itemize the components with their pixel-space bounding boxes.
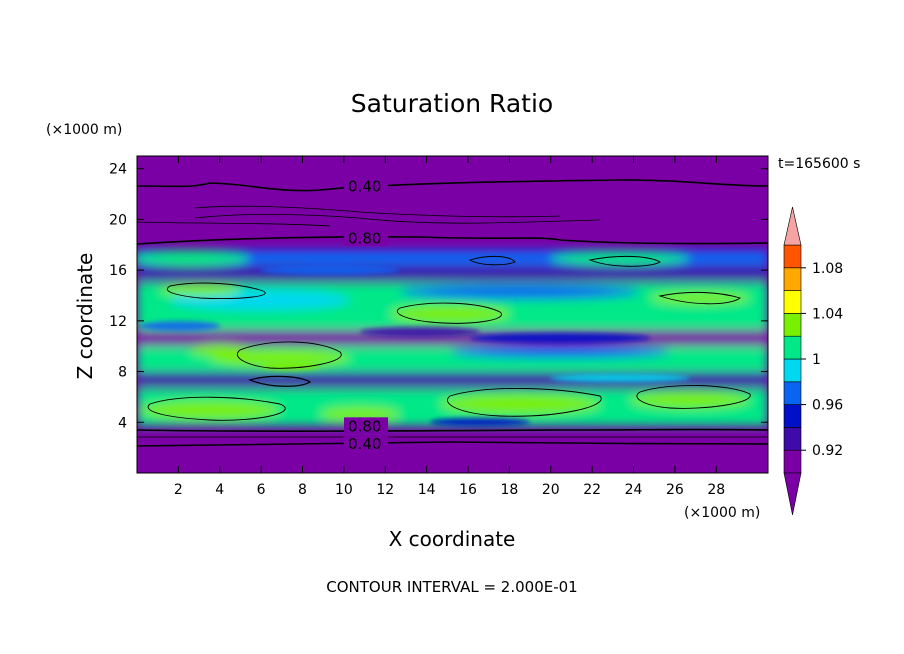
band-upper-purple — [137, 266, 768, 280]
contour-040-lower — [137, 441, 768, 447]
colorbar-segment — [783, 427, 802, 451]
cloud-lower-lime — [190, 344, 250, 356]
colorbar-label: 1 — [812, 352, 821, 368]
plot-area: 0.400.800.800.40 — [137, 156, 768, 473]
x-tick-label: 2 — [174, 482, 183, 498]
patch-blue — [260, 265, 400, 275]
y-tick-label: 12 — [109, 314, 127, 330]
x-axis: 2 4 6 8 10 12 14 16 18 20 22 24 26 28 — [174, 156, 725, 498]
colorbar-segment — [783, 449, 802, 474]
y-tick-label: 8 — [118, 365, 127, 381]
x-tick-label: 28 — [707, 482, 725, 498]
x-tick-label: 8 — [298, 482, 307, 498]
contour-interval-footer: CONTOUR INTERVAL = 2.000E-01 — [326, 578, 577, 596]
colorbar-under-triangle — [783, 472, 802, 516]
contour-cloud-edge — [248, 375, 312, 387]
colorbar-segment — [783, 244, 802, 269]
y-tick-label: 24 — [109, 162, 127, 178]
contour-label-gap — [344, 177, 389, 194]
contour-cloud-edge — [658, 291, 741, 305]
colorbar-label: 1.04 — [812, 306, 843, 322]
contour-cloud-edge — [588, 255, 661, 267]
contour-label-gap — [344, 229, 389, 246]
x-unit-label: (×1000 m) — [684, 505, 760, 521]
colorbar-label: 0.92 — [812, 443, 843, 459]
contour-label-gap — [344, 435, 389, 452]
x-tick-label: 18 — [500, 482, 518, 498]
contour-cloud-edge — [237, 341, 342, 369]
contour-cloud-edge — [636, 384, 751, 409]
y-unit-label: (×1000 m) — [46, 122, 122, 138]
x-tick-label: 26 — [666, 482, 684, 498]
x-tick-label: 10 — [335, 482, 353, 498]
contour-cloud-edge — [447, 387, 602, 417]
contour-label-gap — [344, 417, 389, 434]
x-tick-label: 12 — [376, 482, 394, 498]
plot-frame — [136, 155, 769, 474]
cloud-upper-green — [137, 250, 250, 266]
cloud-bottom-lime — [630, 392, 750, 408]
contour-upper-thin — [137, 221, 331, 227]
x-tick-label: 24 — [625, 482, 643, 498]
x-tick-label: 14 — [418, 482, 436, 498]
x-axis-label: X coordinate — [389, 527, 516, 551]
contour-label: 0.80 — [348, 417, 381, 435]
contour-upper-thin — [194, 213, 601, 224]
colorbar-segment — [783, 404, 802, 428]
patch-blue — [430, 418, 530, 426]
colorbar-segment — [783, 290, 802, 314]
colorbar-segment — [783, 335, 802, 360]
contour-label: 0.80 — [348, 230, 381, 248]
cloud-lower-blue — [450, 346, 670, 358]
cloud-upper-green — [550, 251, 690, 265]
y-tick-label: 20 — [109, 212, 127, 228]
colorbar: 1.08 1.04 1 0.96 0.92 — [783, 206, 843, 516]
cloud-lower-lime — [210, 349, 350, 367]
humid-layer-fill — [137, 250, 768, 426]
contour-upper-thin — [194, 205, 561, 218]
x-tick-label: 16 — [459, 482, 477, 498]
contour-080-lower — [137, 428, 768, 432]
contour-080-upper — [137, 236, 768, 245]
contour-cloud-edge — [167, 282, 266, 299]
patch-purple — [360, 327, 480, 337]
contour-040-upper — [137, 179, 768, 192]
contour-cloud-edge — [468, 255, 516, 266]
cloud-middle-lime — [160, 284, 240, 296]
colorbar-segment — [783, 313, 802, 337]
colorbar-segment — [783, 267, 802, 291]
cloud-middle-lime — [390, 305, 510, 323]
y-tick-label: 4 — [118, 415, 127, 431]
patch-blue — [470, 333, 650, 343]
contour-label: 0.40 — [348, 178, 381, 196]
x-tick-label: 20 — [542, 482, 560, 498]
contour-cloud-edge — [147, 396, 286, 421]
y-axis-label: Z coordinate — [73, 253, 97, 380]
cloud-bottom-lime — [440, 394, 600, 414]
contour-label: 0.40 — [348, 435, 381, 453]
colorbar-label: 0.96 — [812, 398, 843, 414]
colorbar-segment — [783, 358, 802, 383]
y-axis: 4 8 12 16 20 24 — [109, 162, 768, 431]
patch-cyan — [550, 374, 690, 382]
colorbar-over-triangle — [783, 206, 802, 246]
colorbar-label: 1.08 — [812, 261, 843, 277]
y-tick-label: 16 — [109, 263, 127, 279]
colorbar-segment — [783, 381, 802, 405]
humid-layer-detail — [140, 265, 690, 426]
x-tick-label: 6 — [257, 482, 266, 498]
cloud-middle-blue — [400, 285, 640, 299]
patch-blue — [140, 321, 220, 331]
contour-labels: 0.400.800.800.40 — [344, 177, 389, 453]
time-label: t=165600 s — [778, 156, 860, 172]
chart-title: Saturation Ratio — [351, 89, 553, 118]
contour-cloud-edge — [397, 302, 503, 324]
cloud-bottom-lime — [140, 401, 280, 419]
x-tick-label: 22 — [583, 482, 601, 498]
contour-lines — [137, 179, 768, 447]
x-tick-label: 4 — [215, 482, 224, 498]
